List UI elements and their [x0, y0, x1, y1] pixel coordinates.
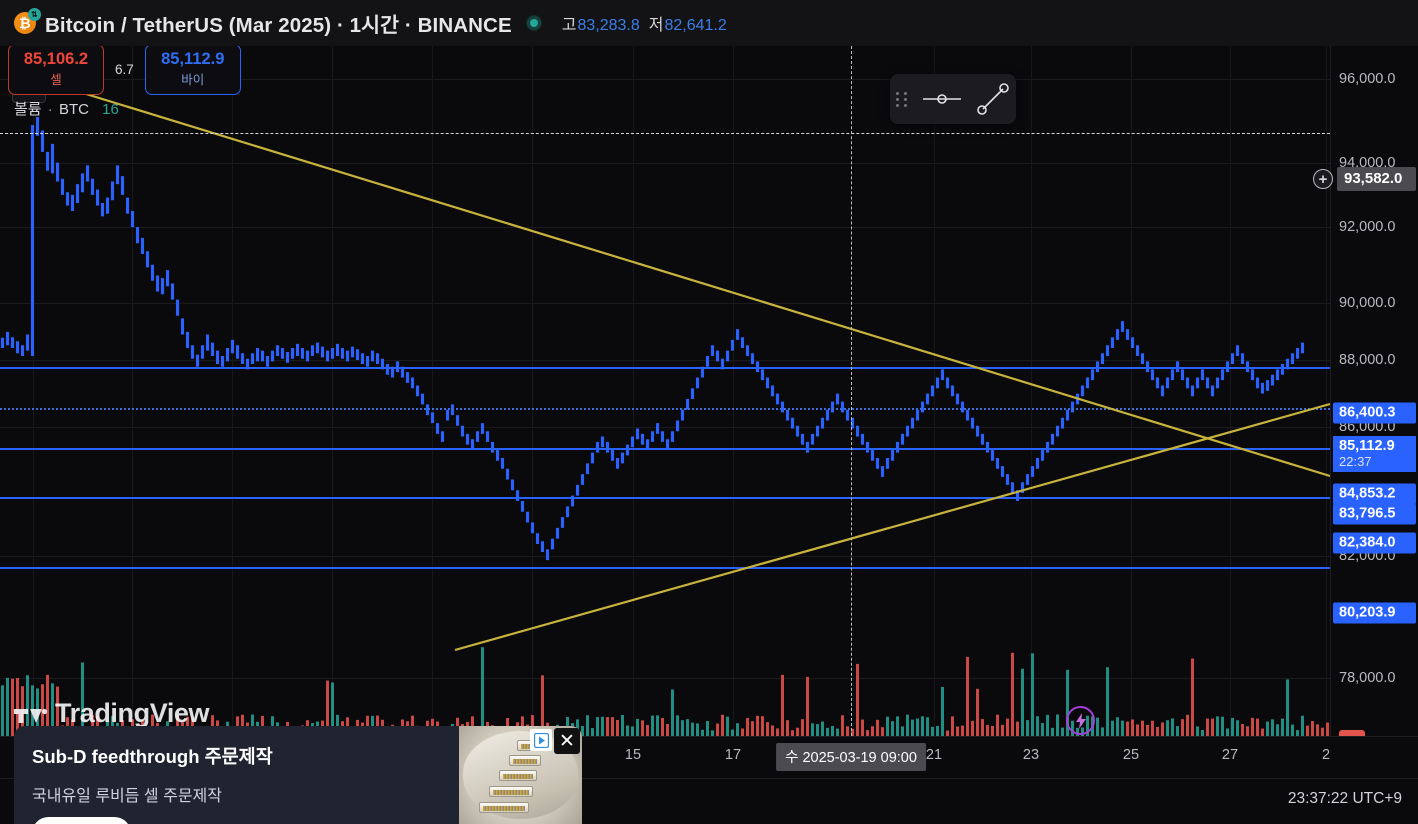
price-axis-tick: 90,000.0 [1339, 295, 1396, 311]
gridline-v [1031, 46, 1032, 736]
time-axis-tick: 27 [1221, 747, 1239, 763]
gridline-v [33, 46, 34, 736]
gridline-v [1230, 46, 1231, 736]
ad-text-body: Sub-D feedthrough 주문제작 국내유일 루비듬 셀 주문제작 지… [14, 726, 459, 824]
ad-title: Sub-D feedthrough 주문제작 [32, 746, 273, 767]
add-alert-icon[interactable]: + [1313, 169, 1333, 189]
gridline-v [1326, 46, 1327, 736]
price-axis-tick: 92,000.0 [1339, 219, 1396, 235]
gridline-v [132, 46, 133, 736]
volume-indicator-legend[interactable]: 볼륨 · BTC 16 [14, 98, 119, 119]
horizontal-line-icon[interactable] [921, 90, 963, 108]
order-entry-widget[interactable]: 85,106.2 셀 6.7 85,112.9 바이 [8, 44, 241, 96]
level-ray-84853[interactable] [0, 448, 1330, 450]
low-label: 저 [648, 17, 664, 34]
price-level-tag[interactable]: 85,112.9 22:37 [1333, 436, 1416, 472]
price-level-tag[interactable]: 86,400.3 [1333, 402, 1416, 424]
alert-lightning-icon[interactable] [1066, 706, 1095, 735]
bitcoin-icon: ₿ ⇅ [14, 8, 41, 34]
gridline-v [232, 46, 233, 736]
gridline-h [0, 678, 1330, 679]
price-level-tag[interactable]: 80,203.9 [1333, 602, 1416, 624]
time-axis-tick: 25 [1122, 747, 1140, 763]
close-icon[interactable]: ✕ [554, 728, 580, 754]
time-axis-tick: 23 [1022, 747, 1040, 763]
crosshair-time-tooltip: 수 2025-03-19 09:00 [776, 743, 926, 771]
volume-name: 볼륨 [14, 101, 42, 118]
time-axis-tick: 2 [1321, 747, 1331, 763]
buy-button[interactable]: 85,112.9 바이 [144, 44, 241, 96]
chart-clock[interactable]: 23:37:22 UTC+9 [1287, 790, 1402, 807]
gridline-v [733, 46, 734, 736]
connector-2 [509, 755, 541, 766]
price-level-time: 22:37 [1339, 454, 1372, 469]
buy-price: 85,112.9 [161, 50, 225, 68]
connector-4 [489, 786, 533, 797]
sell-price: 85,106.2 [23, 50, 89, 68]
ad-thumbnail-image[interactable]: ✕ [459, 726, 582, 824]
level-ray-80203[interactable] [0, 567, 1330, 569]
gridline-v [532, 46, 533, 736]
sell-button[interactable]: 85,106.2 셀 [8, 44, 104, 96]
futures-badge-icon: ⇅ [28, 8, 41, 21]
ad-subtitle: 국내유일 루비듬 셀 주문제작 [32, 788, 222, 805]
adchoices-icon[interactable] [530, 729, 552, 751]
price-scale[interactable]: 8 96,000.094,000.092,000.090,000.088,000… [1313, 46, 1418, 768]
ad-overlay[interactable]: Sub-D feedthrough 주문제작 국내유일 루비듬 셀 주문제작 지… [14, 726, 582, 824]
drag-handle-icon[interactable] [896, 91, 908, 107]
tradingview-logo [14, 708, 48, 723]
floating-drawing-toolbar[interactable] [890, 74, 1016, 124]
level-ray-85112-dotted[interactable] [0, 408, 1330, 410]
low-value: 82,641.2 [664, 17, 727, 34]
level-ray-82384[interactable] [0, 497, 1330, 499]
time-axis-tick: 15 [624, 747, 642, 763]
legend-separator: · [47, 101, 53, 118]
time-axis-tick: 21 [925, 747, 943, 763]
buy-label: 바이 [181, 73, 205, 88]
crosshair-vertical-line [851, 46, 852, 736]
high-value: 83,283.8 [577, 17, 640, 34]
ohlc-values: 고83,283.8 저82,641.2 [562, 11, 727, 35]
current-price-tag[interactable]: 93,582.0 + [1313, 167, 1416, 191]
trend-line-icon[interactable] [976, 82, 1010, 116]
level-ray-86400[interactable] [0, 367, 1330, 369]
high-label: 고 [561, 17, 577, 34]
watermark-text: TradingView [55, 698, 210, 728]
gridline-v [332, 46, 333, 736]
price-level-tag[interactable]: 83,796.5 [1333, 503, 1416, 525]
connector-3 [499, 770, 537, 781]
chart-gridlines [0, 46, 1330, 736]
time-axis-tick: 17 [724, 747, 742, 763]
chart-legend-bar: ₿ ⇅ Bitcoin / TetherUS (Mar 2025) · 1시간 ·… [0, 0, 1418, 46]
symbol-title[interactable]: Bitcoin / TetherUS (Mar 2025) · 1시간 · BI… [45, 14, 512, 37]
gridline-v [432, 46, 433, 736]
gridline-h [0, 79, 1330, 80]
volume-value: 16 [102, 101, 119, 118]
volume-source: BTC [58, 101, 89, 118]
gridline-v [633, 46, 634, 736]
price-axis-tick: 78,000.0 [1339, 670, 1396, 686]
price-level-tag[interactable]: 84,853.2 [1333, 483, 1416, 505]
current-price-line [0, 133, 1330, 134]
gridline-v [1131, 46, 1132, 736]
sell-label: 셀 [50, 73, 62, 88]
ad-cta-button[interactable]: 지금 보기 [32, 817, 132, 824]
spread-value: 6.7 [115, 62, 134, 78]
connector-5 [479, 802, 529, 813]
chart-plot-area[interactable] [0, 46, 1330, 736]
price-axis-tick: 96,000.0 [1339, 71, 1396, 87]
price-level-tag[interactable]: 82,384.0 [1333, 532, 1416, 554]
price-axis-tick: 88,000.0 [1339, 352, 1396, 368]
market-status-icon[interactable] [525, 15, 542, 31]
tradingview-watermark: TradingView [14, 698, 210, 729]
gridline-v [934, 46, 935, 736]
